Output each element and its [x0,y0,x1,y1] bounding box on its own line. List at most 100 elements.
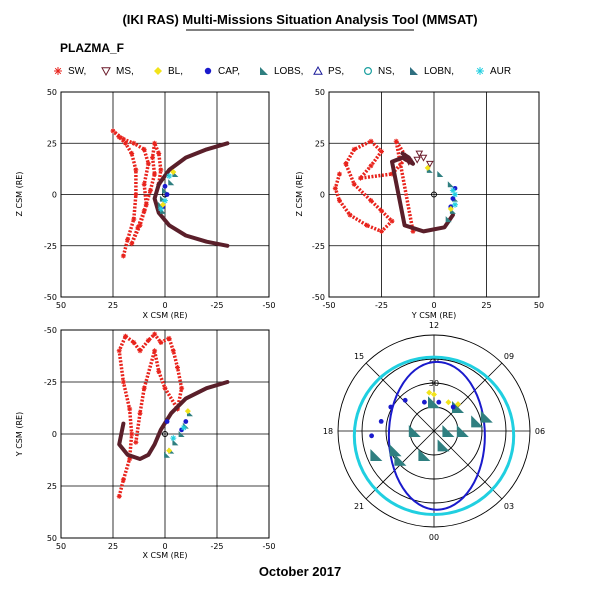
lobs-point [447,181,454,188]
legend-symbol [364,66,373,75]
solar-wind-point [131,216,137,222]
polar-spoke [433,430,503,500]
bl-point [159,201,166,208]
solar-wind-point [133,167,139,173]
legend-label: LOBS, [274,66,303,77]
lobs-point [456,425,469,437]
magnetopause-boundary-line [152,141,230,248]
bl-point [447,205,454,212]
solar-wind-point [137,348,143,354]
cap-point [164,192,170,197]
lobs-point [437,171,444,177]
x-tick-label: 25 [108,301,118,310]
solar-wind-point [179,385,185,391]
aur-point [452,201,458,208]
solar-wind-point [156,369,162,375]
polar-angle-label: 09 [504,352,514,361]
y-tick-label: 50 [47,534,57,543]
cap-point [450,196,456,202]
panel-yz-ticks: -50 -25 0 25 50 -50 -25 0 25 50 [312,88,544,310]
solar-wind-point [174,364,180,370]
y-tick-label: 25 [315,139,325,148]
solar-wind-point [393,138,399,144]
solar-wind-point [156,151,162,156]
polar-angle-label: 00 [429,533,439,542]
solar-wind-point [133,192,139,197]
panel-xz-ylabel: Z CSM (RE) [15,172,24,217]
solar-wind-point [379,208,384,214]
cap2-point [402,397,408,403]
cap2-point [450,404,456,410]
lobs-point [394,453,407,466]
legend-symbol [260,67,268,75]
bl-point [166,447,173,454]
figure-title: (IKI RAS) Multi-Missions Situation Analy… [122,12,477,27]
x-tick-label: -50 [262,301,275,310]
solar-wind-point [145,161,151,167]
panel-yz-xlabel: Y CSM (RE) [411,311,456,320]
solar-wind-point [122,140,128,146]
panel-xz-xlabel: X CSM (RE) [143,311,188,320]
x-tick-label: -25 [375,301,388,310]
solar-wind-point [337,198,342,204]
x-tick-label: 25 [108,542,118,551]
polar-angle-label: 18 [323,427,333,436]
aur-point [180,424,187,431]
solar-wind-point [152,331,158,337]
lobs-point [389,444,402,457]
bl-point [426,389,433,396]
lobs-point [178,431,185,437]
x-tick-label: -25 [210,301,223,310]
panel-yz: -50 -25 0 25 50 -50 -25 0 25 50 Y CSM (RE) Z CSM … [295,88,544,320]
x-tick-label: 0 [431,301,436,310]
ms-point [404,158,413,166]
solar-wind-point [129,241,135,247]
bl-point [424,164,431,171]
solar-wind-point [379,228,384,234]
cap2-point [436,399,442,405]
solar-wind-track [111,129,163,257]
solar-wind-point [162,385,168,391]
panel-yz-grid [329,92,539,297]
y-tick-label: -50 [44,293,57,302]
solar-wind-point [150,155,156,161]
aur-point [157,205,164,212]
panel-xy-ticks: 50 25 0 -25 -50 -50 -25 0 25 50 [44,326,276,551]
lobs-point [418,449,431,461]
lobs-point [445,216,452,223]
cap-oval [387,360,486,511]
solar-wind-point [125,237,131,243]
panel-yz-ylabel: Z CSM (RE) [295,172,304,217]
polar-angle-label: 21 [354,502,364,511]
cap2-point [369,433,374,439]
bl-point [455,401,461,408]
x-tick-label: -50 [262,542,275,551]
solar-wind-point [389,171,395,177]
legend-symbol [54,67,62,75]
polar-angle-label: 03 [504,502,514,511]
ms-point [413,156,422,164]
legend-symbol [204,67,212,75]
solar-wind-point [127,406,133,412]
solar-wind-point [120,253,126,259]
origin-marker [431,191,437,198]
aur-point [170,435,177,442]
legend-label: BL, [168,66,183,77]
panel-xy-ylabel: Y CSM (RE) [15,412,24,457]
panel-xz: 50 25 0 -25 -50 -50 -25 0 25 50 X CSM (RE) Z CSM … [15,88,276,320]
solar-wind-point [410,228,416,234]
aur-point [449,187,456,194]
ms-point [425,160,434,168]
panel-xz-grid [61,92,269,297]
legend-label: SW, [68,66,86,77]
solar-wind-point [137,222,143,228]
y-tick-label: 25 [47,482,57,491]
lobs-point [370,449,383,461]
panel-polar-marks [352,355,516,517]
legend-symbol [101,67,111,77]
solar-wind-point [127,456,133,462]
lobs-point [172,439,179,446]
panel-xz-ticks: 50 25 0 -25 -50 -50 -25 0 25 50 [44,88,276,310]
lobs-point [442,425,455,437]
solar-wind-point [158,339,164,345]
